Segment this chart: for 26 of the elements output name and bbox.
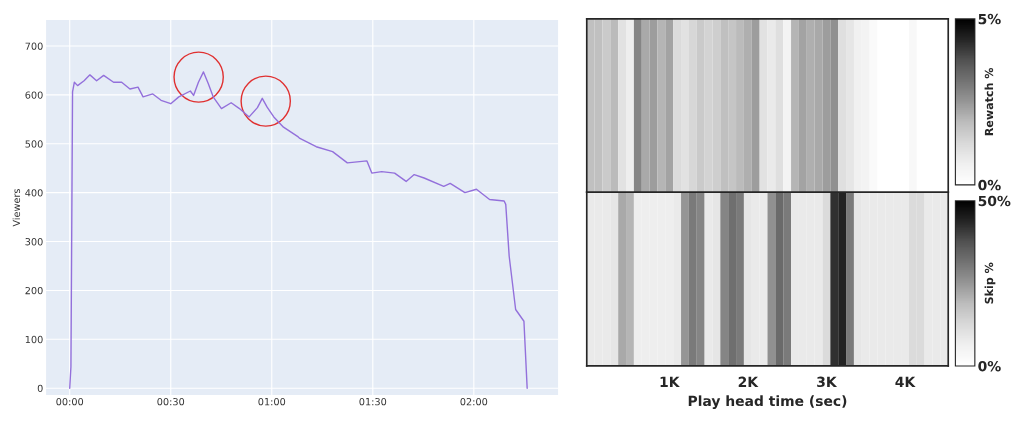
y-tick-label: 600 — [25, 91, 43, 99]
color-bar-title: Rewatch % — [984, 67, 994, 136]
color-bar-title: Skip % — [984, 262, 996, 304]
y-axis-title: Viewers — [12, 189, 21, 227]
x-tick-label: 2K — [738, 376, 759, 387]
y-tick-label: 200 — [25, 286, 43, 295]
x-tick-label: 01:30 — [359, 397, 387, 406]
y-tick-label: 400 — [25, 189, 43, 197]
color-bar-label: 0% — [978, 179, 1001, 191]
color-bar-label: 50% — [978, 195, 1011, 207]
x-tick-label: 01:00 — [258, 397, 286, 406]
line-series — [69, 71, 528, 389]
y-tick-label: 500 — [25, 140, 43, 148]
x-tick-label: 00:00 — [56, 397, 84, 406]
x-tick-label: 1K — [660, 376, 680, 387]
y-tick-label: 700 — [25, 42, 43, 50]
x-tick-label: 00:30 — [157, 397, 185, 406]
x-tick-label: 02:00 — [460, 397, 488, 406]
x-tick-label: 3K — [817, 376, 838, 388]
y-tick-label: 100 — [25, 335, 43, 344]
y-tick-label: 0 — [37, 384, 43, 393]
x-tick-label: 4K — [895, 376, 916, 387]
x-axis-title: Play head time (sec) — [688, 395, 847, 409]
y-tick-label: 300 — [25, 238, 43, 246]
color-bar-label: 0% — [978, 360, 1001, 372]
color-bar-label: 5% — [978, 13, 1001, 25]
